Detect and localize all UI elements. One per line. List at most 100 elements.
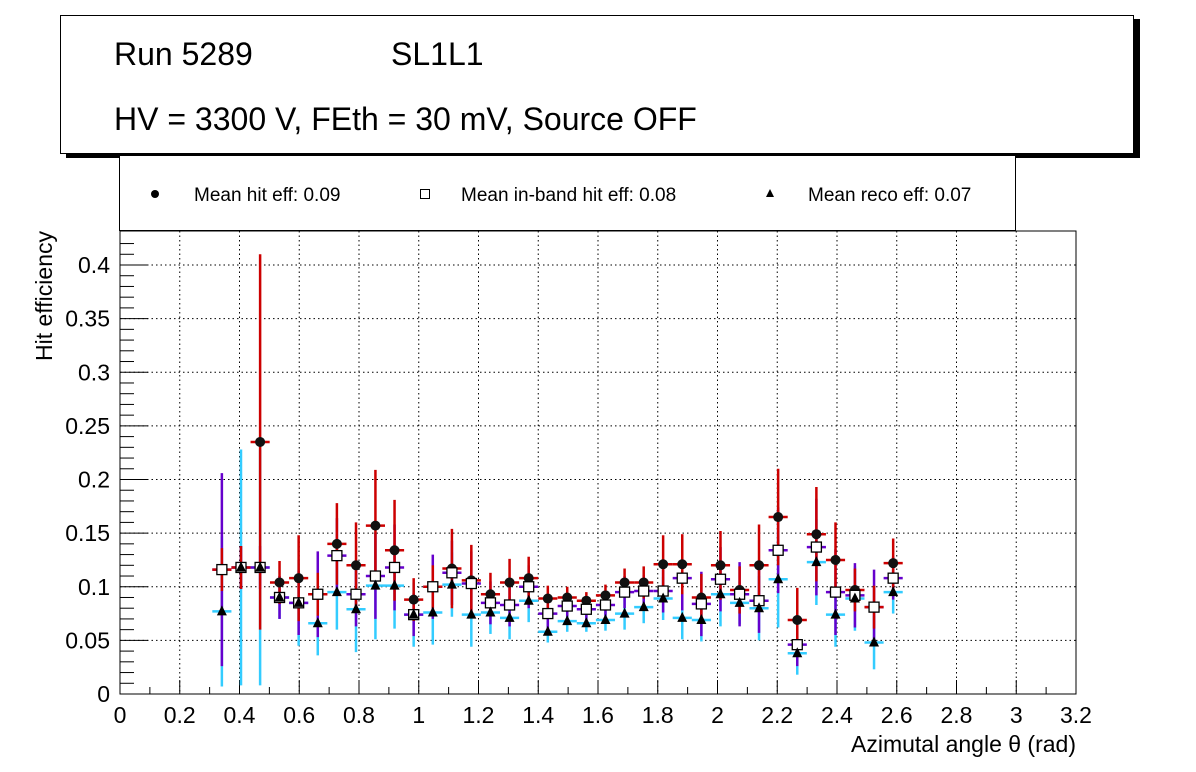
data-point-reco <box>542 625 553 636</box>
data-point-hit <box>351 560 362 571</box>
data-point-inband <box>465 577 477 590</box>
x-tick-label: 1.4 <box>522 702 554 728</box>
data-point-hit <box>408 594 419 605</box>
data-point-hit <box>600 590 611 601</box>
data-point-hit <box>504 577 515 588</box>
x-tick-label: 0.2 <box>164 702 196 728</box>
data-point-inband <box>312 588 324 600</box>
data-point-hit <box>562 592 573 603</box>
data-point-reco <box>638 601 649 612</box>
data-point-hit <box>792 614 803 625</box>
x-tick-label: 3.2 <box>1060 702 1092 728</box>
data-point-hit <box>811 529 822 540</box>
data-point-reco <box>293 596 304 607</box>
y-tick-label: 0.05 <box>65 627 110 653</box>
data-point-inband <box>369 570 382 582</box>
data-point-reco <box>773 573 784 584</box>
data-point-reco <box>792 647 803 658</box>
data-point-reco <box>754 602 765 613</box>
legend-marker-circle <box>151 190 159 198</box>
data-point-inband <box>772 544 784 556</box>
data-point-hit <box>658 559 669 570</box>
data-point-inband <box>331 549 343 562</box>
data-point-inband <box>542 607 554 620</box>
data-point-reco <box>235 561 246 572</box>
legend-marker-square <box>420 189 430 199</box>
data-point-hit <box>331 538 342 549</box>
y-tick-label: 0.3 <box>78 359 110 385</box>
data-point-inband <box>618 586 631 598</box>
x-tick-label: 1.2 <box>463 702 495 728</box>
data-point-reco <box>849 592 860 603</box>
data-point-inband <box>714 573 727 585</box>
y-tick-label: 0.1 <box>78 574 110 600</box>
data-point-inband <box>388 561 401 574</box>
data-point-reco <box>619 607 630 618</box>
data-point-hit <box>754 560 765 571</box>
data-point-inband <box>676 572 688 584</box>
data-point-inband <box>350 588 362 600</box>
data-point-hit <box>715 560 726 571</box>
legend-label: Mean reco eff: 0.07 <box>808 185 971 206</box>
data-point-reco <box>312 617 323 628</box>
data-point-hit <box>255 436 266 447</box>
data-point-hit <box>274 577 285 588</box>
x-tick-label: 0.6 <box>283 702 315 728</box>
data-point-hit <box>677 559 688 570</box>
x-tick-label: 1.6 <box>582 702 614 728</box>
data-point-reco <box>888 586 899 597</box>
data-point-hit <box>830 554 841 565</box>
y-tick-label: 0.4 <box>78 252 110 278</box>
legend-label: Mean in-band hit eff: 0.08 <box>461 185 676 206</box>
data-point-inband <box>503 599 516 611</box>
data-point-hit <box>619 577 630 588</box>
data-point-reco <box>427 606 438 617</box>
data-point-reco <box>389 579 400 590</box>
data-point-inband <box>561 600 573 612</box>
x-axis-label: Azimutal angle θ (rad) <box>851 731 1076 757</box>
data-point-inband <box>446 567 458 579</box>
data-point-inband <box>829 586 842 598</box>
y-tick-label: 0.15 <box>65 520 110 546</box>
data-point-reco <box>715 588 726 599</box>
x-tick-label: 0.8 <box>343 702 375 728</box>
data-point-inband <box>580 603 592 615</box>
data-point-reco <box>734 596 745 607</box>
data-point-hit <box>581 595 592 606</box>
data-point-hit <box>638 577 649 588</box>
data-point-inband <box>599 599 612 611</box>
x-tick-label: 2.6 <box>881 702 913 728</box>
data-point-reco <box>370 579 381 590</box>
data-point-inband <box>216 563 228 576</box>
x-tick-label: 0.4 <box>224 702 256 728</box>
x-tick-label: 2 <box>711 702 724 728</box>
data-point-inband <box>523 581 535 593</box>
data-point-reco <box>446 578 457 589</box>
plot-frame <box>119 230 1077 695</box>
data-point-reco <box>830 608 841 619</box>
data-point-inband <box>695 598 708 610</box>
data-point-reco <box>523 594 534 605</box>
legend-marker-triangle <box>766 189 774 197</box>
data-point-reco <box>869 636 880 647</box>
x-tick-label: 2.4 <box>821 702 853 728</box>
data-point-reco <box>274 591 285 602</box>
y-axis-label: Hit efficiency <box>31 231 57 361</box>
layer-label: SL1L1 <box>391 36 484 72</box>
data-point-hit <box>542 593 553 604</box>
legend-label: Mean hit eff: 0.09 <box>194 185 340 206</box>
data-point-inband <box>638 585 650 597</box>
data-point-reco <box>658 592 669 603</box>
data-point-reco <box>600 613 611 624</box>
x-tick-label: 2.2 <box>761 702 793 728</box>
x-tick-label: 3 <box>1010 702 1023 728</box>
data-point-reco <box>696 613 707 624</box>
data-point-inband <box>868 601 880 613</box>
data-point-inband <box>427 581 439 593</box>
y-tick-label: 0.35 <box>65 306 110 332</box>
data-point-hit <box>773 512 784 523</box>
data-point-reco <box>216 605 227 616</box>
data-point-hit <box>888 558 899 569</box>
data-point-reco <box>331 586 342 597</box>
